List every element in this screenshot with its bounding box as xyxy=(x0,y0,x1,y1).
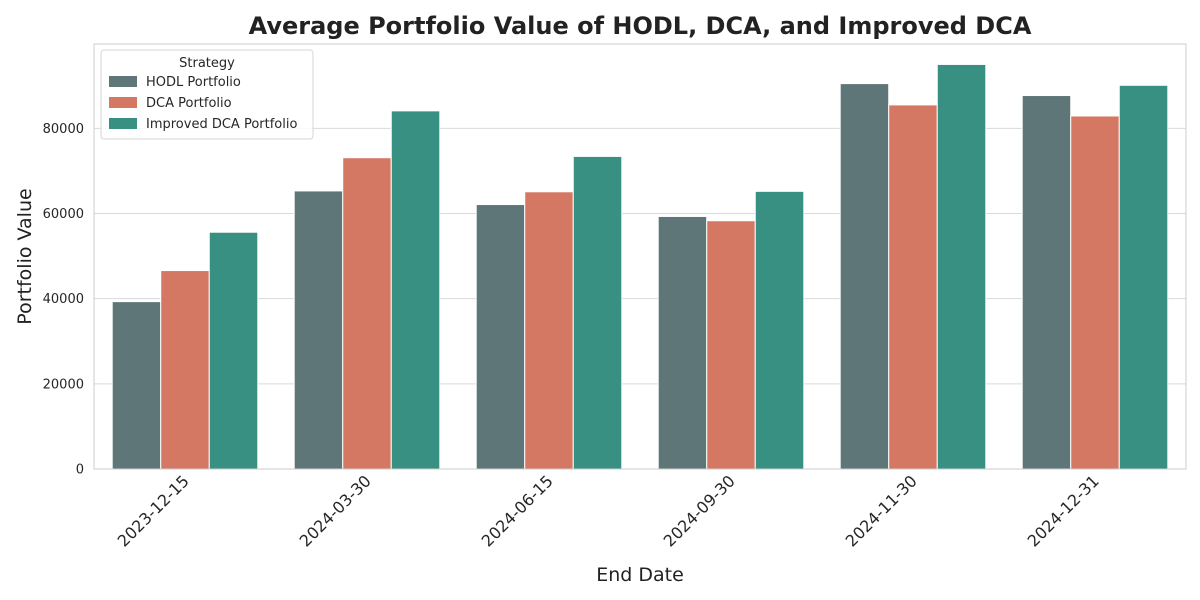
plot-frame xyxy=(93,43,1187,470)
bar-improved-dca-portfolio xyxy=(390,110,441,470)
x-tick-label: 2024-06-15 xyxy=(478,471,557,550)
legend: Strategy HODL Portfolio DCA Portfolio Impr… xyxy=(100,49,314,140)
bar-improved-dca-portfolio xyxy=(754,190,805,470)
y-tick-label: 40000 xyxy=(43,292,84,307)
y-axis-ticks: 0 20000 40000 60000 80000 xyxy=(43,122,84,478)
legend-swatch xyxy=(109,118,137,129)
bar-dca-portfolio xyxy=(524,191,574,470)
x-axis-ticks: 2023-12-15 2024-03-30 2024-06-15 2024-09-30… xyxy=(114,471,1103,550)
y-axis-label: Portfolio Value xyxy=(14,188,36,324)
bar-hodl-portfolio xyxy=(293,190,344,470)
y-tick-label: 20000 xyxy=(43,377,84,392)
chart-title: Average Portfolio Value of HODL, DCA, an… xyxy=(249,12,1032,40)
legend-title: Strategy xyxy=(179,56,235,71)
legend-swatch xyxy=(109,76,137,87)
y-tick-label: 60000 xyxy=(43,207,84,222)
legend-label: HODL Portfolio xyxy=(146,75,241,90)
x-tick-label: 2024-03-30 xyxy=(296,471,375,550)
bar-hodl-portfolio xyxy=(657,215,708,470)
bar-hodl-portfolio xyxy=(1021,95,1072,470)
bars xyxy=(111,63,1169,470)
x-tick-label: 2024-09-30 xyxy=(660,471,739,550)
bar-hodl-portfolio xyxy=(839,83,890,470)
y-tick-label: 0 xyxy=(76,463,84,478)
y-tick-label: 80000 xyxy=(43,122,84,137)
x-tick-label: 2023-12-15 xyxy=(114,471,193,550)
bar-hodl-portfolio xyxy=(475,204,526,470)
bar-improved-dca-portfolio xyxy=(208,231,259,470)
legend-swatch xyxy=(109,97,137,108)
x-axis-label: End Date xyxy=(596,564,684,586)
bar-hodl-portfolio xyxy=(111,301,162,470)
bar-improved-dca-portfolio xyxy=(1118,84,1169,470)
x-tick-label: 2024-12-31 xyxy=(1024,471,1103,550)
bar-dca-portfolio xyxy=(342,157,392,470)
bar-improved-dca-portfolio xyxy=(936,63,987,470)
bar-dca-portfolio xyxy=(160,270,210,470)
bar-dca-portfolio xyxy=(888,104,938,470)
bar-dca-portfolio xyxy=(706,220,756,470)
legend-box xyxy=(100,49,314,140)
x-tick-label: 2024-11-30 xyxy=(842,471,921,550)
legend-label: Improved DCA Portfolio xyxy=(146,117,297,132)
legend-label: DCA Portfolio xyxy=(146,96,232,111)
legend-items: HODL Portfolio DCA Portfolio Improved DCA … xyxy=(109,75,297,132)
bar-improved-dca-portfolio xyxy=(572,155,623,470)
bar-dca-portfolio xyxy=(1070,115,1120,470)
